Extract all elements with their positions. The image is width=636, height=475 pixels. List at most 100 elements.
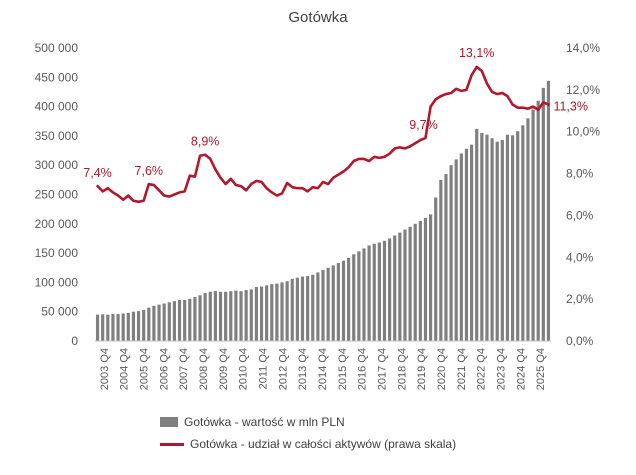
bar bbox=[244, 290, 248, 341]
bar bbox=[464, 148, 469, 341]
bar bbox=[377, 242, 381, 341]
y-right-tick-label: 4,0% bbox=[566, 250, 594, 264]
data-label: 9,7% bbox=[409, 118, 438, 132]
legend-item-bars: Gotówka - wartość w mln PLN bbox=[160, 411, 456, 433]
bar bbox=[270, 284, 274, 341]
legend-label-line: Gotówka - udział w całości aktywów (praw… bbox=[190, 437, 457, 451]
bar bbox=[326, 267, 330, 341]
x-tick-label: 2024 Q4 bbox=[515, 348, 527, 390]
y-left-tick-label: 150 000 bbox=[35, 246, 79, 260]
bar bbox=[198, 295, 202, 341]
bar bbox=[418, 220, 422, 341]
bar bbox=[393, 235, 397, 341]
bar bbox=[203, 292, 207, 341]
x-tick-label: 2006 Q4 bbox=[158, 348, 170, 390]
y-left-tick-label: 350 000 bbox=[35, 129, 79, 143]
x-tick-label: 2017 Q4 bbox=[376, 348, 388, 390]
bar bbox=[439, 179, 443, 341]
bar bbox=[475, 128, 479, 341]
bar bbox=[167, 302, 171, 341]
bar bbox=[388, 238, 392, 341]
legend-bar-swatch bbox=[160, 417, 178, 427]
y-left-tick-label: 450 000 bbox=[35, 70, 79, 84]
bar bbox=[224, 291, 228, 341]
bar bbox=[352, 254, 356, 341]
bar bbox=[362, 248, 366, 341]
bar bbox=[280, 282, 284, 341]
bar bbox=[316, 272, 320, 341]
bar bbox=[218, 291, 223, 341]
y-left-tick-label: 50 000 bbox=[41, 305, 78, 319]
bar bbox=[336, 263, 340, 341]
bar bbox=[382, 240, 387, 341]
bar bbox=[111, 314, 115, 341]
bar bbox=[234, 290, 238, 341]
y-left-tick-label: 300 000 bbox=[35, 158, 79, 172]
bar bbox=[470, 144, 474, 341]
y-right-tick-label: 10,0% bbox=[566, 125, 600, 139]
bar bbox=[459, 153, 463, 341]
y-left-tick-label: 500 000 bbox=[35, 41, 79, 55]
bar bbox=[213, 291, 217, 341]
bar bbox=[398, 232, 402, 341]
bar bbox=[454, 159, 458, 341]
bar bbox=[162, 303, 166, 341]
bar bbox=[177, 299, 182, 341]
x-tick-label: 2022 Q4 bbox=[476, 348, 488, 390]
bar bbox=[372, 243, 376, 341]
y-right-tick-label: 12,0% bbox=[566, 83, 600, 97]
bar bbox=[229, 291, 233, 341]
bar bbox=[510, 135, 515, 341]
bar bbox=[126, 312, 130, 341]
x-tick-label: 2012 Q4 bbox=[277, 348, 289, 390]
data-label: 7,4% bbox=[83, 166, 112, 180]
legend-line-swatch bbox=[160, 442, 184, 446]
bar bbox=[95, 314, 100, 341]
bar bbox=[321, 270, 325, 341]
bar bbox=[172, 301, 177, 341]
data-label: 11,3% bbox=[553, 100, 588, 114]
legend-label-bars: Gotówka - wartość w mln PLN bbox=[184, 415, 345, 429]
line-series bbox=[96, 65, 550, 204]
bar bbox=[183, 299, 187, 341]
bar bbox=[188, 298, 192, 341]
y-left-tick-label: 250 000 bbox=[35, 188, 79, 202]
bar bbox=[367, 245, 371, 341]
bar bbox=[531, 109, 535, 341]
bar bbox=[152, 305, 156, 341]
bar bbox=[500, 140, 504, 341]
bar bbox=[106, 314, 110, 341]
bar bbox=[357, 251, 361, 341]
x-tick-label: 2007 Q4 bbox=[178, 348, 190, 390]
x-tick-label: 2005 Q4 bbox=[139, 348, 151, 390]
bar bbox=[495, 141, 499, 341]
y-right-tick-label: 8,0% bbox=[566, 167, 594, 181]
bar bbox=[121, 313, 125, 341]
x-tick-label: 2011 Q4 bbox=[258, 348, 270, 389]
bar bbox=[285, 281, 289, 341]
bar bbox=[193, 297, 197, 341]
bar bbox=[116, 314, 120, 341]
bar bbox=[541, 87, 545, 341]
x-tick-label: 2013 Q4 bbox=[297, 348, 309, 390]
bar bbox=[526, 118, 530, 341]
x-tick-label: 2009 Q4 bbox=[218, 348, 230, 390]
bar bbox=[341, 260, 346, 341]
bar bbox=[516, 131, 520, 341]
bar bbox=[444, 173, 448, 341]
bar bbox=[136, 311, 141, 341]
bar bbox=[290, 278, 294, 341]
bar bbox=[259, 286, 264, 341]
bar bbox=[408, 226, 412, 341]
bar bbox=[101, 314, 105, 341]
x-tick-label: 2020 Q4 bbox=[436, 348, 448, 390]
bar bbox=[295, 277, 299, 341]
bar bbox=[275, 283, 279, 341]
bar bbox=[546, 80, 551, 341]
bar bbox=[249, 289, 253, 341]
bar bbox=[403, 229, 407, 341]
x-tick-label: 2018 Q4 bbox=[396, 348, 408, 390]
data-label: 8,9% bbox=[191, 135, 220, 149]
bar bbox=[331, 265, 335, 341]
bar bbox=[505, 134, 510, 341]
